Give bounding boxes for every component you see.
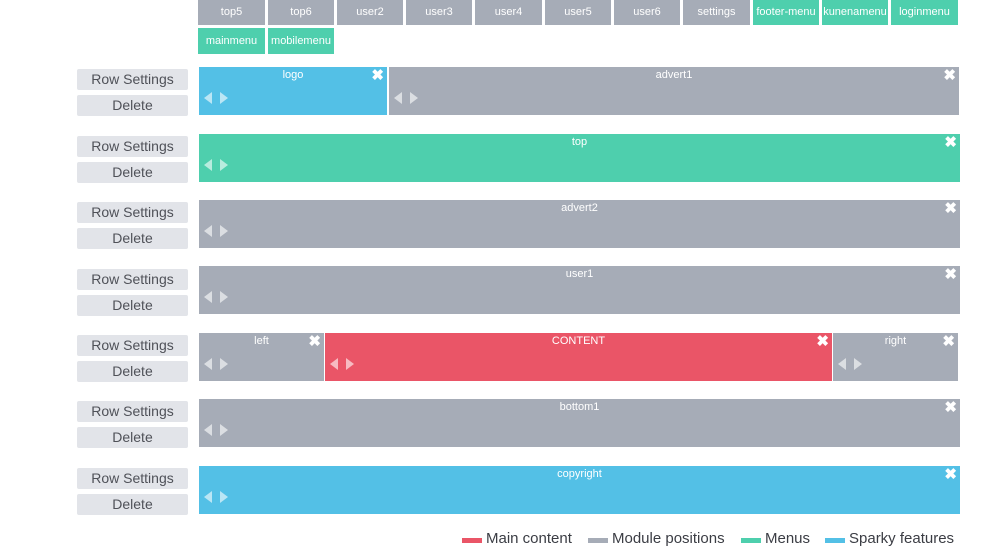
position-tag-footer-menu[interactable]: footer-menu	[753, 0, 819, 25]
block-label: advert2	[561, 202, 598, 214]
position-tag-loginmenu[interactable]: loginmenu	[891, 0, 958, 25]
close-icon[interactable]: ✖	[944, 466, 957, 483]
arrow-right-icon[interactable]	[220, 424, 228, 436]
resize-arrows	[204, 159, 234, 173]
arrow-left-icon[interactable]	[204, 92, 212, 104]
resize-arrows	[204, 291, 234, 305]
position-block-advert1[interactable]: advert1 ✖	[389, 67, 959, 115]
position-tag-user4[interactable]: user4	[475, 0, 542, 25]
arrow-left-icon[interactable]	[838, 358, 846, 370]
arrow-right-icon[interactable]	[410, 92, 418, 104]
close-icon[interactable]: ✖	[942, 333, 955, 350]
arrow-left-icon[interactable]	[204, 159, 212, 171]
close-icon[interactable]: ✖	[944, 399, 957, 416]
arrow-left-icon[interactable]	[204, 225, 212, 237]
legend-label: Sparky features	[849, 530, 955, 547]
row-delete-button[interactable]: Delete	[77, 228, 188, 249]
block-label: top	[571, 136, 588, 148]
close-icon[interactable]: ✖	[944, 134, 957, 151]
position-tag-settings[interactable]: settings	[683, 0, 750, 25]
resize-arrows	[204, 358, 234, 372]
row-settings-button[interactable]: Row Settings	[77, 468, 188, 489]
position-block-advert2[interactable]: advert2 ✖	[199, 200, 960, 248]
close-icon[interactable]: ✖	[371, 67, 384, 84]
close-icon[interactable]: ✖	[944, 266, 957, 283]
arrow-left-icon[interactable]	[204, 291, 212, 303]
row-delete-button[interactable]: Delete	[77, 162, 188, 183]
position-block-logo[interactable]: logo ✖	[199, 67, 387, 115]
position-tag-top5[interactable]: top5	[198, 0, 265, 25]
position-block-left[interactable]: left ✖	[199, 333, 324, 381]
arrow-right-icon[interactable]	[220, 491, 228, 503]
row-delete-button[interactable]: Delete	[77, 427, 188, 448]
row-delete-button[interactable]: Delete	[77, 95, 188, 116]
block-label: right	[884, 335, 907, 347]
block-label: logo	[282, 69, 304, 81]
position-block-top[interactable]: top ✖	[199, 134, 960, 182]
close-icon[interactable]: ✖	[943, 67, 956, 84]
row-delete-button[interactable]: Delete	[77, 295, 188, 316]
resize-arrows	[204, 491, 234, 505]
position-block-copyright[interactable]: copyright ✖	[199, 466, 960, 514]
legend-label: Module positions	[612, 530, 725, 547]
legend-label: Menus	[765, 530, 811, 547]
arrow-right-icon[interactable]	[220, 225, 228, 237]
resize-arrows	[838, 358, 868, 372]
position-tag-mainmenu[interactable]: mainmenu	[198, 28, 265, 54]
block-label: copyright	[557, 468, 602, 480]
close-icon[interactable]: ✖	[816, 333, 829, 350]
position-tag-user6[interactable]: user6	[614, 0, 680, 25]
legend-swatch	[462, 538, 482, 543]
position-block-right[interactable]: right ✖	[833, 333, 958, 381]
arrow-right-icon[interactable]	[220, 358, 228, 370]
row-settings-button[interactable]: Row Settings	[77, 202, 188, 223]
arrow-right-icon[interactable]	[220, 159, 228, 171]
position-tag-user2[interactable]: user2	[337, 0, 403, 25]
row-settings-button[interactable]: Row Settings	[77, 269, 188, 290]
row-delete-button[interactable]: Delete	[77, 361, 188, 382]
resize-arrows	[330, 358, 360, 372]
position-block-content[interactable]: CONTENT ✖	[325, 333, 832, 381]
row-settings-button[interactable]: Row Settings	[77, 401, 188, 422]
block-label: user1	[565, 268, 594, 280]
position-tag-top6[interactable]: top6	[268, 0, 334, 25]
arrow-left-icon[interactable]	[204, 424, 212, 436]
position-tag-user3[interactable]: user3	[406, 0, 472, 25]
arrow-right-icon[interactable]	[346, 358, 354, 370]
close-icon[interactable]: ✖	[308, 333, 321, 350]
block-label: advert1	[655, 69, 693, 81]
arrow-right-icon[interactable]	[220, 92, 228, 104]
arrow-right-icon[interactable]	[220, 291, 228, 303]
row-settings-button[interactable]: Row Settings	[77, 335, 188, 356]
position-block-user1[interactable]: user1 ✖	[199, 266, 960, 314]
position-tag-kunenamenu[interactable]: kunenamenu	[822, 0, 888, 25]
arrow-left-icon[interactable]	[204, 491, 212, 503]
position-block-bottom1[interactable]: bottom1 ✖	[199, 399, 960, 447]
row-delete-button[interactable]: Delete	[77, 494, 188, 515]
arrow-left-icon[interactable]	[204, 358, 212, 370]
position-tag-mobilemenu[interactable]: mobilemenu	[268, 28, 334, 54]
block-label: CONTENT	[551, 335, 606, 347]
arrow-right-icon[interactable]	[854, 358, 862, 370]
arrow-left-icon[interactable]	[394, 92, 402, 104]
resize-arrows	[204, 225, 234, 239]
arrow-left-icon[interactable]	[330, 358, 338, 370]
position-tag-user5[interactable]: user5	[545, 0, 611, 25]
legend-swatch	[588, 538, 608, 543]
block-label: left	[254, 335, 269, 347]
row-settings-button[interactable]: Row Settings	[77, 136, 188, 157]
row-settings-button[interactable]: Row Settings	[77, 69, 188, 90]
legend-swatch	[825, 538, 845, 543]
resize-arrows	[204, 424, 234, 438]
legend-swatch	[741, 538, 761, 543]
close-icon[interactable]: ✖	[944, 200, 957, 217]
block-label: bottom1	[559, 401, 600, 413]
legend-label: Main content	[486, 530, 572, 547]
resize-arrows	[394, 92, 424, 106]
resize-arrows	[204, 92, 234, 106]
